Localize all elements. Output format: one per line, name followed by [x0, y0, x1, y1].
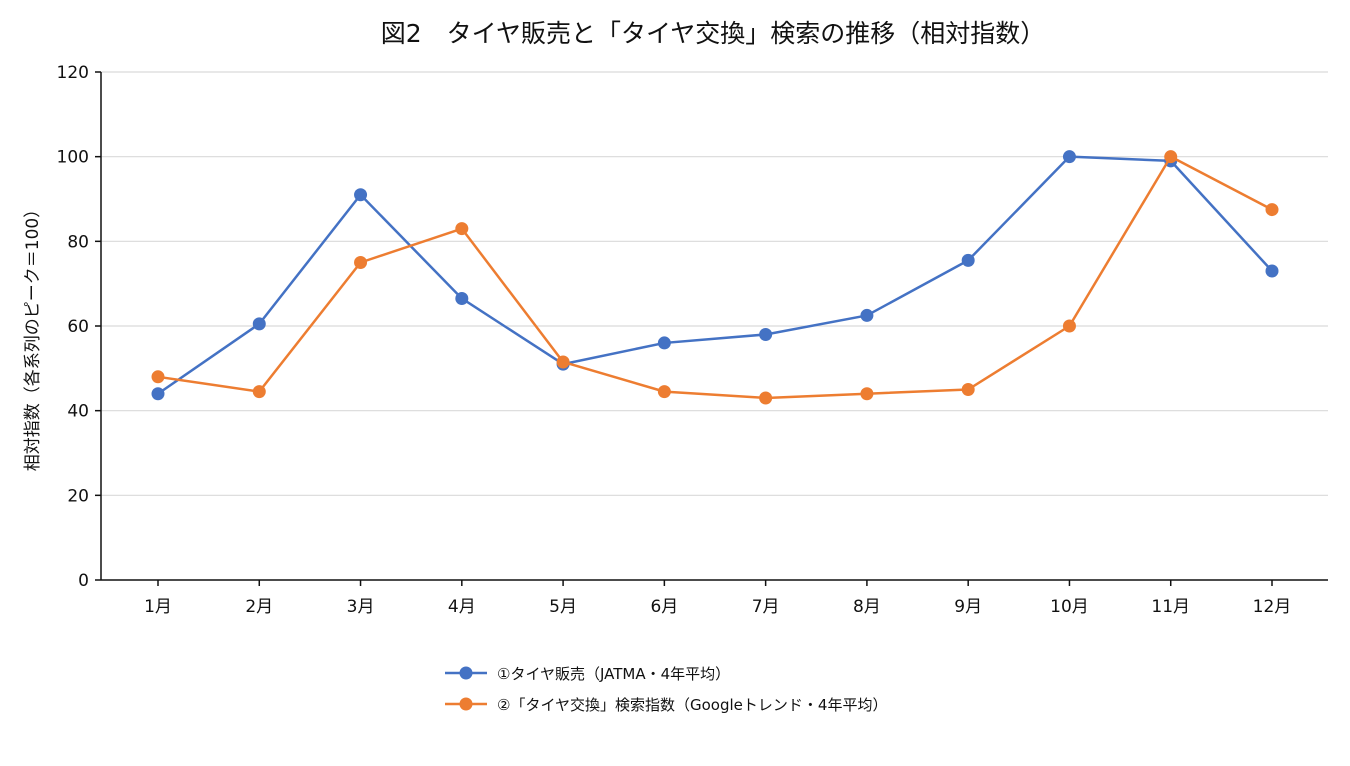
- series-2-point: [961, 383, 975, 396]
- series-1-point: [252, 317, 266, 331]
- x-tick-label: 8月: [853, 597, 881, 617]
- y-tick-label: 20: [67, 486, 89, 506]
- series-2: [151, 150, 1279, 405]
- x-tick-label: 10月: [1050, 597, 1089, 617]
- series-1-point: [860, 308, 874, 322]
- series-group: [151, 150, 1279, 405]
- series-1-point: [759, 327, 773, 341]
- legend-swatch-marker: [459, 666, 473, 680]
- legend-swatch-marker: [459, 697, 473, 711]
- series-1-point: [354, 188, 368, 202]
- series-1: [151, 150, 1279, 401]
- chart-title: 図2 タイヤ販売と「タイヤ交換」検索の推移（相対指数）: [381, 19, 1045, 48]
- x-tick-label: 7月: [752, 597, 780, 617]
- y-axis-ticks: 0 20 40 60 80 100 120: [57, 63, 101, 591]
- series-1-line: [157, 155, 1273, 395]
- x-axis-ticks: 1月 2月 3月 4月 5月 6月 7月 8月 9月 10月 11月 12月: [144, 580, 1291, 617]
- y-tick-label: 0: [78, 571, 89, 591]
- legend-item-2: ②「タイヤ交換」検索指数（Googleトレンド・4年平均）: [445, 696, 887, 714]
- series-1-point: [151, 387, 165, 401]
- series-2-point: [556, 355, 570, 369]
- series-1-point: [961, 253, 975, 267]
- series-2-point: [354, 256, 368, 269]
- x-tick-label: 4月: [448, 597, 476, 617]
- x-tick-label: 9月: [954, 597, 982, 617]
- legend: ①タイヤ販売（JATMA・4年平均） ②「タイヤ交換」検索指数（Googleトレン…: [445, 665, 887, 714]
- y-tick-label: 80: [67, 232, 89, 252]
- x-tick-label: 5月: [549, 597, 577, 617]
- y-axis-label: 相対指数（各系列のピーク＝100）: [23, 201, 43, 471]
- x-tick-label: 3月: [347, 597, 375, 617]
- series-2-point: [1164, 150, 1178, 164]
- series-2-point: [455, 222, 469, 236]
- legend-label: ①タイヤ販売（JATMA・4年平均）: [497, 665, 730, 683]
- y-tick-label: 60: [67, 317, 89, 337]
- series-1-point: [455, 291, 469, 305]
- series-2-point: [252, 385, 266, 399]
- series-2-point: [860, 387, 874, 401]
- series-2-point: [1062, 319, 1076, 333]
- y-tick-label: 120: [57, 63, 89, 83]
- series-2-point: [759, 391, 773, 405]
- series-2-point: [1265, 203, 1279, 217]
- series-2-line: [157, 155, 1273, 400]
- x-tick-label: 6月: [650, 597, 678, 617]
- y-tick-label: 100: [57, 148, 89, 168]
- series-1-point: [657, 336, 671, 350]
- series-2-point: [657, 385, 671, 399]
- legend-item-1: ①タイヤ販売（JATMA・4年平均）: [445, 665, 730, 683]
- x-tick-label: 12月: [1253, 597, 1292, 617]
- series-2-point: [151, 370, 165, 384]
- x-tick-label: 11月: [1151, 597, 1190, 617]
- series-1-point: [1265, 264, 1279, 278]
- x-tick-label: 2月: [245, 597, 273, 617]
- legend-label: ②「タイヤ交換」検索指数（Googleトレンド・4年平均）: [497, 696, 887, 714]
- gridlines: [101, 71, 1328, 496]
- x-tick-label: 1月: [144, 597, 172, 617]
- y-tick-label: 40: [67, 402, 89, 422]
- series-1-point: [1062, 150, 1076, 164]
